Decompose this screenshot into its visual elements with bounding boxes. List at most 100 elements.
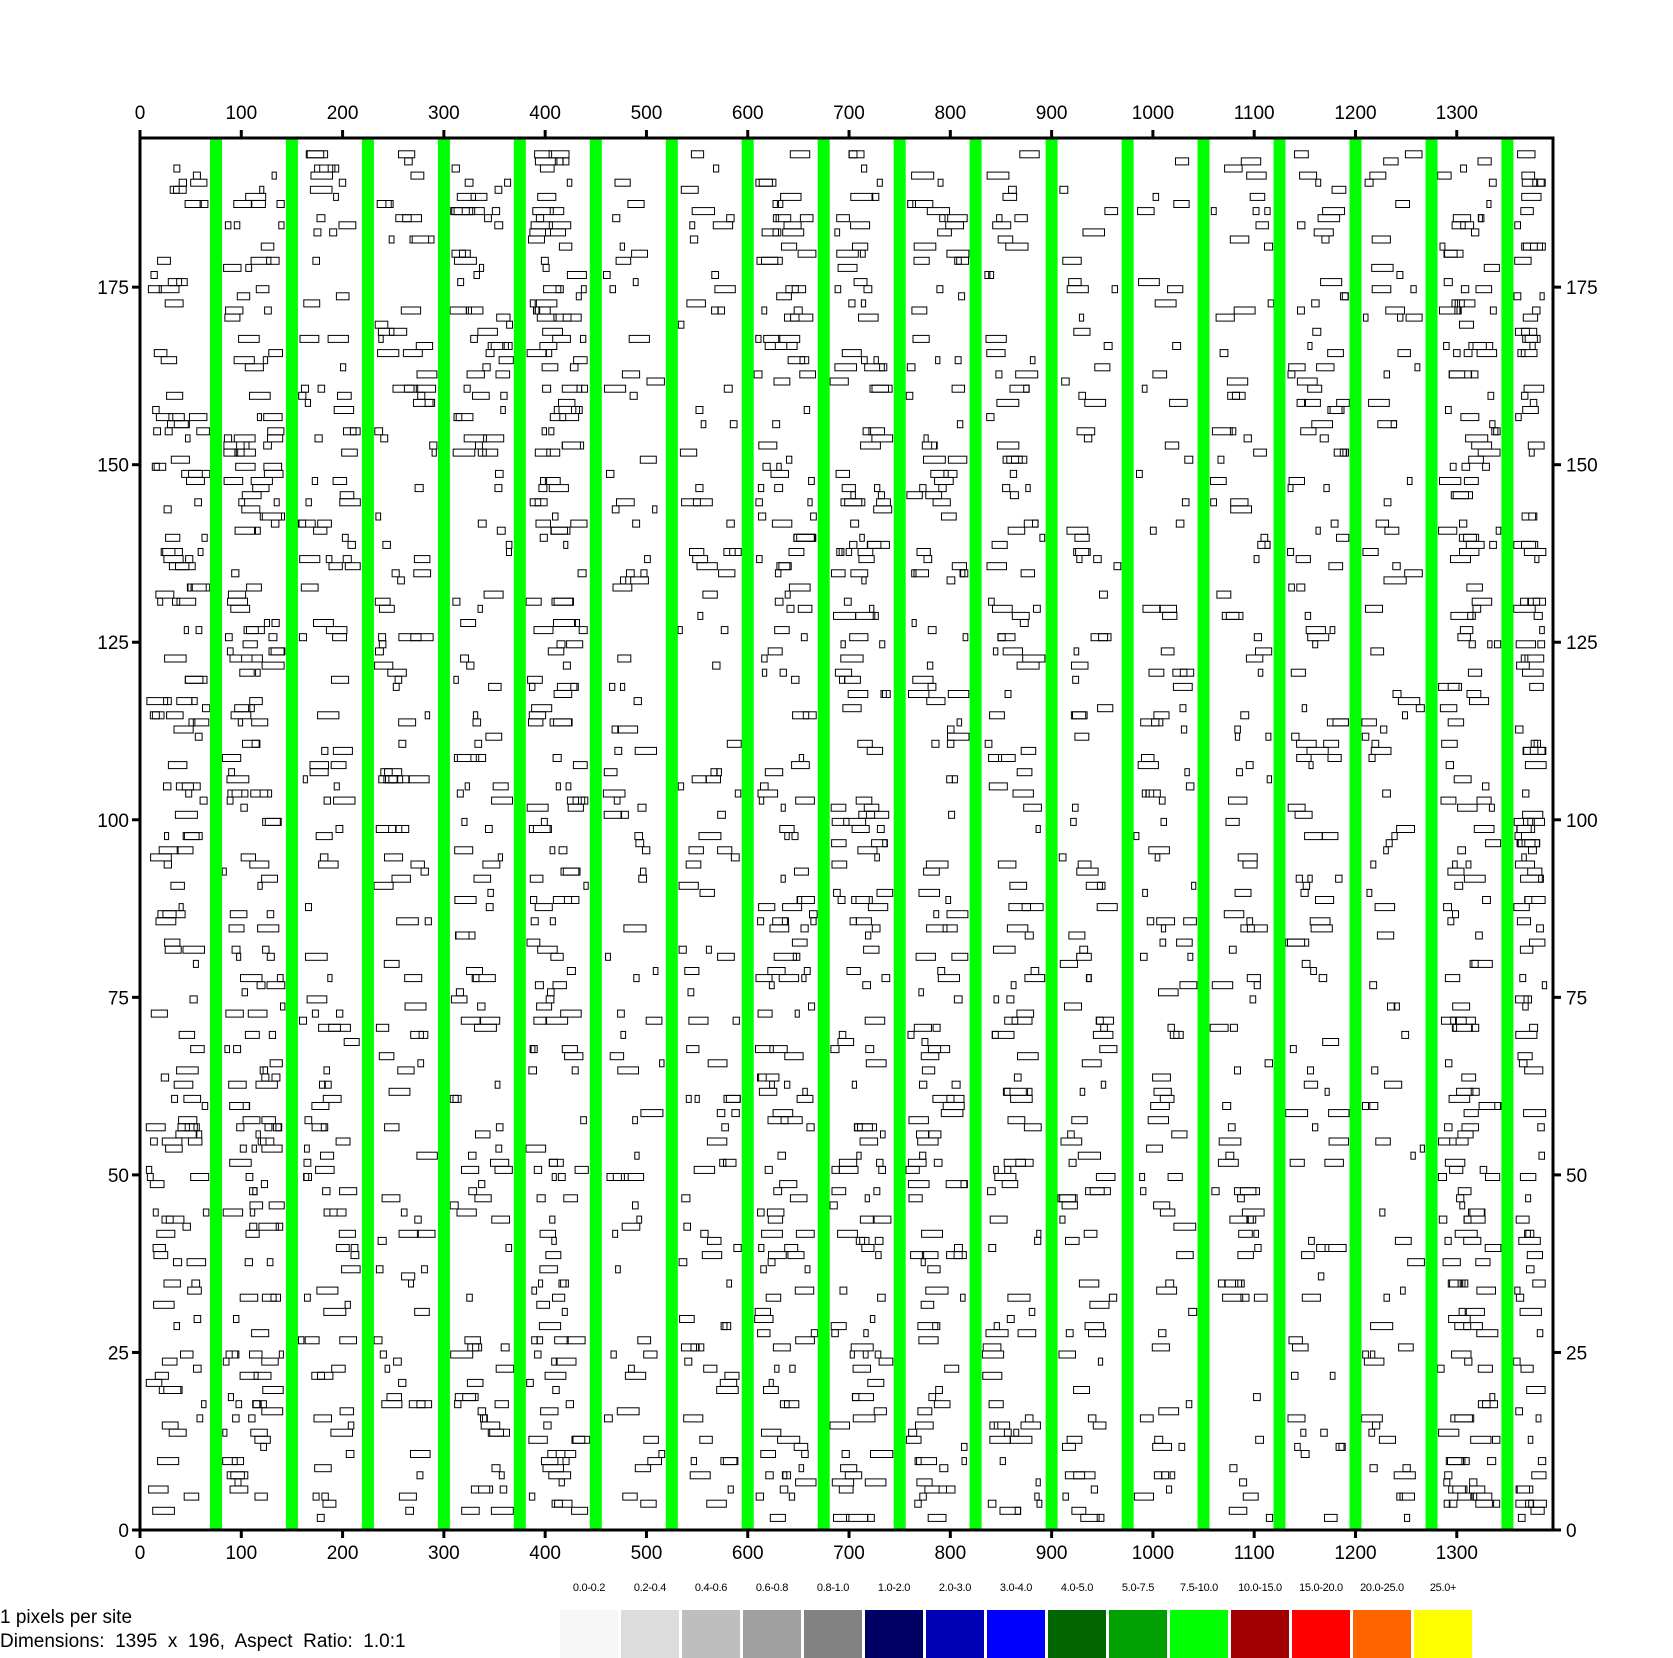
cell-mark [160, 1073, 170, 1082]
cell-mark [679, 448, 698, 457]
cell-mark [496, 313, 511, 322]
cell-mark [1479, 1165, 1488, 1174]
cell-mark [1443, 1499, 1451, 1508]
cell-mark [552, 896, 573, 904]
cell-mark [178, 903, 184, 912]
cell-mark [791, 285, 799, 294]
cell-mark [1227, 1123, 1236, 1132]
cell-mark [1461, 1073, 1477, 1082]
cell-mark [271, 619, 280, 627]
cell-mark [224, 221, 232, 230]
cell-mark [634, 1464, 652, 1473]
cell-mark [176, 846, 194, 855]
cell-mark [175, 562, 196, 571]
cell-mark [686, 1045, 700, 1054]
cell-mark [1460, 221, 1466, 230]
cell-mark [173, 725, 194, 734]
cell-mark [549, 1215, 556, 1224]
cell-mark [193, 1315, 202, 1323]
cell-mark [691, 775, 707, 784]
cell-mark [1524, 1066, 1544, 1075]
cell-mark [184, 675, 208, 684]
y-tick-label-left: 25 [108, 1343, 129, 1364]
cell-mark [175, 1130, 197, 1139]
cell-mark [1438, 1137, 1457, 1146]
cell-mark [691, 207, 716, 216]
column-bar [817, 138, 830, 1530]
cell-mark [330, 1428, 353, 1437]
cell-mark [1515, 1407, 1524, 1416]
cell-mark [882, 839, 888, 848]
cell-mark [1322, 207, 1345, 216]
cell-mark [999, 1506, 1022, 1515]
cell-mark [1371, 235, 1391, 244]
cell-mark [227, 590, 247, 599]
cell-mark [993, 1322, 1000, 1331]
cell-mark [1532, 1279, 1546, 1288]
column-bar [1273, 138, 1286, 1530]
legend-label: 2.0-3.0 [938, 1582, 972, 1594]
cell-mark [796, 896, 803, 904]
cell-mark [1023, 803, 1042, 812]
cell-mark [192, 718, 210, 727]
cell-mark [841, 1450, 850, 1458]
cell-mark [1073, 327, 1091, 336]
cell-mark [1287, 548, 1295, 556]
x-tick-label-bottom: 0 [135, 1543, 146, 1564]
cell-mark [248, 1414, 256, 1423]
cell-mark [1527, 867, 1543, 876]
cell-mark [1024, 974, 1046, 983]
cell-mark [1371, 285, 1392, 294]
cell-mark [186, 583, 207, 592]
cell-mark [417, 391, 426, 400]
cell-mark [529, 228, 552, 237]
cell-mark [163, 782, 172, 791]
column-bar [1501, 138, 1514, 1530]
cell-mark [153, 1251, 169, 1260]
cell-mark [150, 1009, 168, 1018]
cell-mark [1320, 278, 1343, 287]
cell-mark [1165, 1279, 1175, 1288]
cell-mark [1246, 974, 1261, 983]
cell-mark [333, 782, 340, 791]
cell-mark [927, 1045, 942, 1054]
cell-mark [1210, 477, 1227, 485]
cell-mark [956, 420, 964, 429]
cell-mark [1059, 959, 1079, 968]
cell-mark [790, 313, 814, 322]
cell-mark [534, 306, 551, 315]
cell-mark [652, 967, 659, 975]
cell-mark [1104, 207, 1119, 216]
cell-mark [1173, 200, 1190, 208]
cell-mark [270, 519, 280, 528]
cell-mark [260, 1180, 268, 1189]
cell-mark [1089, 1187, 1111, 1196]
x-tick-label-top: 100 [225, 103, 257, 124]
cell-mark [168, 562, 190, 571]
cell-mark [617, 1066, 639, 1075]
cell-mark [758, 1087, 778, 1096]
cell-mark [157, 597, 164, 606]
x-tick-label-bottom: 1000 [1132, 1543, 1174, 1564]
cell-mark [788, 548, 805, 556]
cell-mark [1167, 1023, 1175, 1032]
cell-mark [987, 1187, 996, 1196]
cell-mark [1003, 1087, 1027, 1096]
cell-mark [1453, 775, 1472, 784]
cell-mark [1466, 690, 1482, 698]
cell-mark [525, 597, 542, 606]
cell-mark [1515, 1215, 1530, 1224]
cell-mark [377, 349, 400, 358]
cell-mark [677, 626, 683, 635]
cell-mark [1459, 320, 1474, 329]
cell-mark [500, 406, 506, 414]
cell-mark [155, 590, 175, 599]
cell-mark [1513, 540, 1537, 549]
cell-mark [491, 1215, 510, 1224]
cell-mark [920, 1258, 926, 1267]
cell-mark [782, 903, 803, 912]
cell-mark [1090, 1485, 1099, 1494]
cell-mark [1518, 1236, 1541, 1245]
cell-mark [1460, 285, 1470, 294]
cell-mark [913, 1023, 932, 1032]
